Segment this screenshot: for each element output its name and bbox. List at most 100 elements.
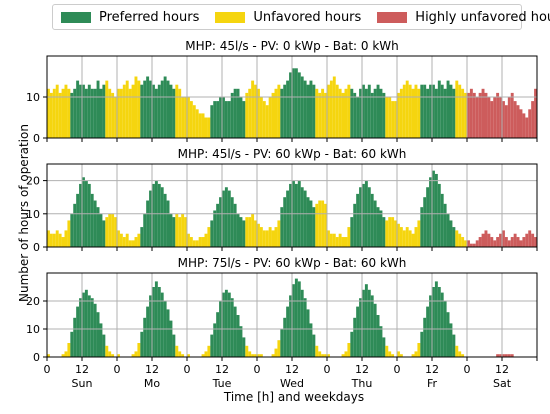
bar: [70, 331, 74, 357]
bar: [475, 240, 479, 247]
bar: [449, 323, 453, 357]
bar: [321, 354, 325, 357]
bar: [82, 177, 85, 247]
bar: [294, 183, 298, 247]
bar: [140, 84, 144, 138]
bar: [434, 88, 438, 138]
bar: [376, 84, 380, 138]
bar: [119, 88, 123, 138]
bar: [397, 92, 400, 138]
bar: [408, 230, 412, 247]
bar: [201, 113, 205, 138]
bar: [499, 97, 502, 138]
bar: [443, 88, 447, 138]
bar: [373, 88, 377, 138]
bar: [178, 217, 182, 247]
bar: [52, 233, 56, 247]
x-tick-label: 12: [495, 363, 509, 376]
bar: [79, 183, 82, 247]
bar: [283, 317, 287, 357]
bar: [350, 88, 354, 138]
bar: [236, 88, 240, 138]
bar: [245, 92, 249, 138]
bar: [87, 183, 91, 247]
plot-frame: [46, 55, 538, 139]
bar: [464, 92, 467, 138]
bar: [434, 281, 438, 357]
panel-2: MHP: 45l/s - PV: 60 kWp - Bat: 60 kWh 0 10…: [26, 147, 538, 254]
bar: [125, 233, 129, 247]
bar: [350, 217, 354, 247]
bar: [213, 101, 217, 138]
bar: [286, 80, 290, 138]
bar: [248, 351, 252, 357]
bar: [417, 220, 421, 247]
bar: [309, 200, 313, 247]
bar: [452, 227, 456, 247]
bar: [487, 233, 491, 247]
bar: [111, 354, 115, 357]
bar: [149, 80, 152, 138]
bar: [303, 298, 307, 357]
bar: [516, 237, 520, 247]
bar: [510, 92, 514, 138]
bar: [280, 88, 284, 138]
bar: [146, 306, 150, 357]
bar: [399, 227, 403, 247]
bar: [90, 193, 94, 247]
bar: [131, 240, 135, 247]
bar: [265, 105, 269, 138]
bar: [181, 213, 185, 247]
bar: [271, 354, 275, 357]
bar: [79, 84, 82, 138]
bar: [181, 97, 185, 138]
bar: [87, 84, 91, 138]
bar: [280, 329, 284, 357]
bar: [64, 84, 68, 138]
bar: [172, 88, 176, 138]
bar: [76, 193, 80, 247]
x-axis-label: Time [h] and weekdays: [223, 390, 365, 404]
bar: [481, 88, 485, 138]
bar: [519, 240, 523, 247]
bar: [475, 97, 479, 138]
bar: [513, 101, 517, 138]
bar: [411, 233, 415, 247]
bar: [111, 213, 115, 247]
bar: [67, 88, 71, 138]
bar: [198, 237, 202, 247]
bar: [405, 227, 409, 247]
bar: [464, 240, 467, 247]
x-tick-label: 12: [355, 363, 369, 376]
bar: [452, 88, 456, 138]
bar: [525, 117, 529, 138]
bar: [122, 84, 126, 138]
bar: [222, 190, 225, 247]
bar: [114, 217, 117, 247]
bar: [391, 101, 395, 138]
bar: [175, 84, 179, 138]
bar: [429, 177, 432, 247]
legend-label-unfavored: Unfavored hours: [253, 9, 362, 25]
bar: [531, 101, 535, 138]
bar: [216, 101, 220, 138]
x-tick-label: 0: [184, 363, 191, 376]
bar: [213, 210, 217, 247]
bar: [329, 80, 333, 138]
bar: [216, 312, 220, 357]
day-label: Sat: [493, 377, 512, 390]
bar: [429, 84, 432, 138]
bar: [411, 88, 415, 138]
bar: [230, 197, 234, 247]
bar: [55, 84, 59, 138]
bar: [47, 354, 50, 357]
x-tick-label: 12: [75, 363, 89, 376]
bar: [443, 203, 447, 247]
bar: [227, 292, 231, 357]
bar: [259, 227, 263, 247]
bar: [440, 193, 444, 247]
bar: [455, 345, 459, 357]
bar: [292, 68, 295, 138]
bar: [394, 220, 397, 247]
bar: [76, 80, 80, 138]
